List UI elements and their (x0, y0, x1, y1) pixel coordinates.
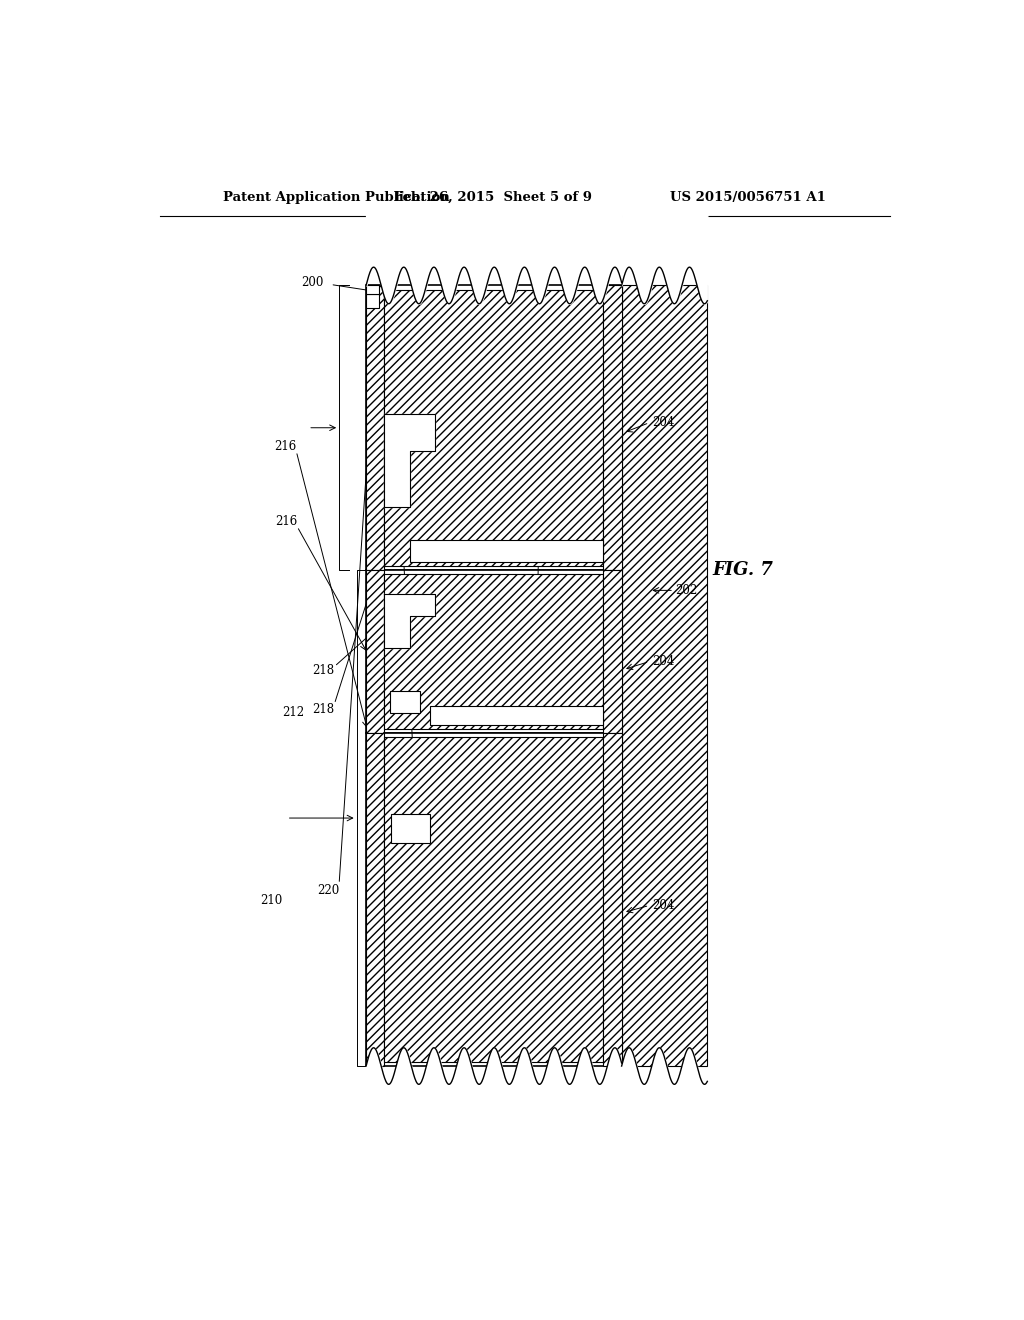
Text: 206: 206 (514, 882, 536, 895)
Bar (367, 570, 622, 733)
Text: 216: 216 (274, 515, 297, 528)
Text: 212: 212 (282, 706, 304, 719)
Text: 206: 206 (514, 411, 536, 424)
Text: FIG. 7: FIG. 7 (713, 561, 774, 579)
Bar (384, 574, 602, 729)
Text: 218: 218 (312, 702, 334, 715)
Text: 204: 204 (652, 899, 674, 912)
Bar (602, 570, 622, 733)
Text: 232: 232 (412, 981, 434, 993)
Bar (622, 285, 708, 1067)
Text: 226: 226 (413, 610, 435, 622)
Bar (602, 285, 622, 570)
Text: 214: 214 (429, 341, 451, 352)
Text: 206: 206 (514, 645, 536, 657)
Text: 204: 204 (652, 416, 674, 429)
Text: 228: 228 (555, 702, 578, 715)
Bar (384, 737, 602, 1063)
Bar (384, 289, 602, 566)
Bar (602, 733, 622, 1067)
Text: 226: 226 (422, 969, 443, 982)
Text: 204: 204 (652, 655, 674, 668)
Bar (410, 540, 602, 562)
Bar (391, 814, 430, 842)
Text: 210: 210 (260, 894, 283, 907)
Text: 201: 201 (462, 226, 484, 238)
Text: Patent Application Publication: Patent Application Publication (223, 191, 450, 203)
Bar (367, 285, 379, 293)
Polygon shape (384, 413, 435, 507)
Bar (367, 733, 384, 1067)
Bar (367, 293, 379, 308)
Bar (367, 285, 384, 570)
Bar (390, 690, 420, 713)
Text: 220: 220 (316, 883, 339, 896)
Text: 216: 216 (274, 440, 296, 453)
Text: 202: 202 (676, 583, 697, 597)
Bar (367, 285, 622, 570)
Text: 226: 226 (432, 226, 455, 238)
Text: Feb. 26, 2015  Sheet 5 of 9: Feb. 26, 2015 Sheet 5 of 9 (394, 191, 592, 203)
Text: 230: 230 (539, 510, 561, 523)
Text: US 2015/0056751 A1: US 2015/0056751 A1 (671, 191, 826, 203)
Text: 218: 218 (312, 664, 334, 677)
Bar (367, 570, 384, 733)
Bar (430, 706, 602, 725)
Polygon shape (384, 594, 435, 648)
Bar (367, 733, 622, 1067)
Text: 200: 200 (301, 276, 324, 289)
